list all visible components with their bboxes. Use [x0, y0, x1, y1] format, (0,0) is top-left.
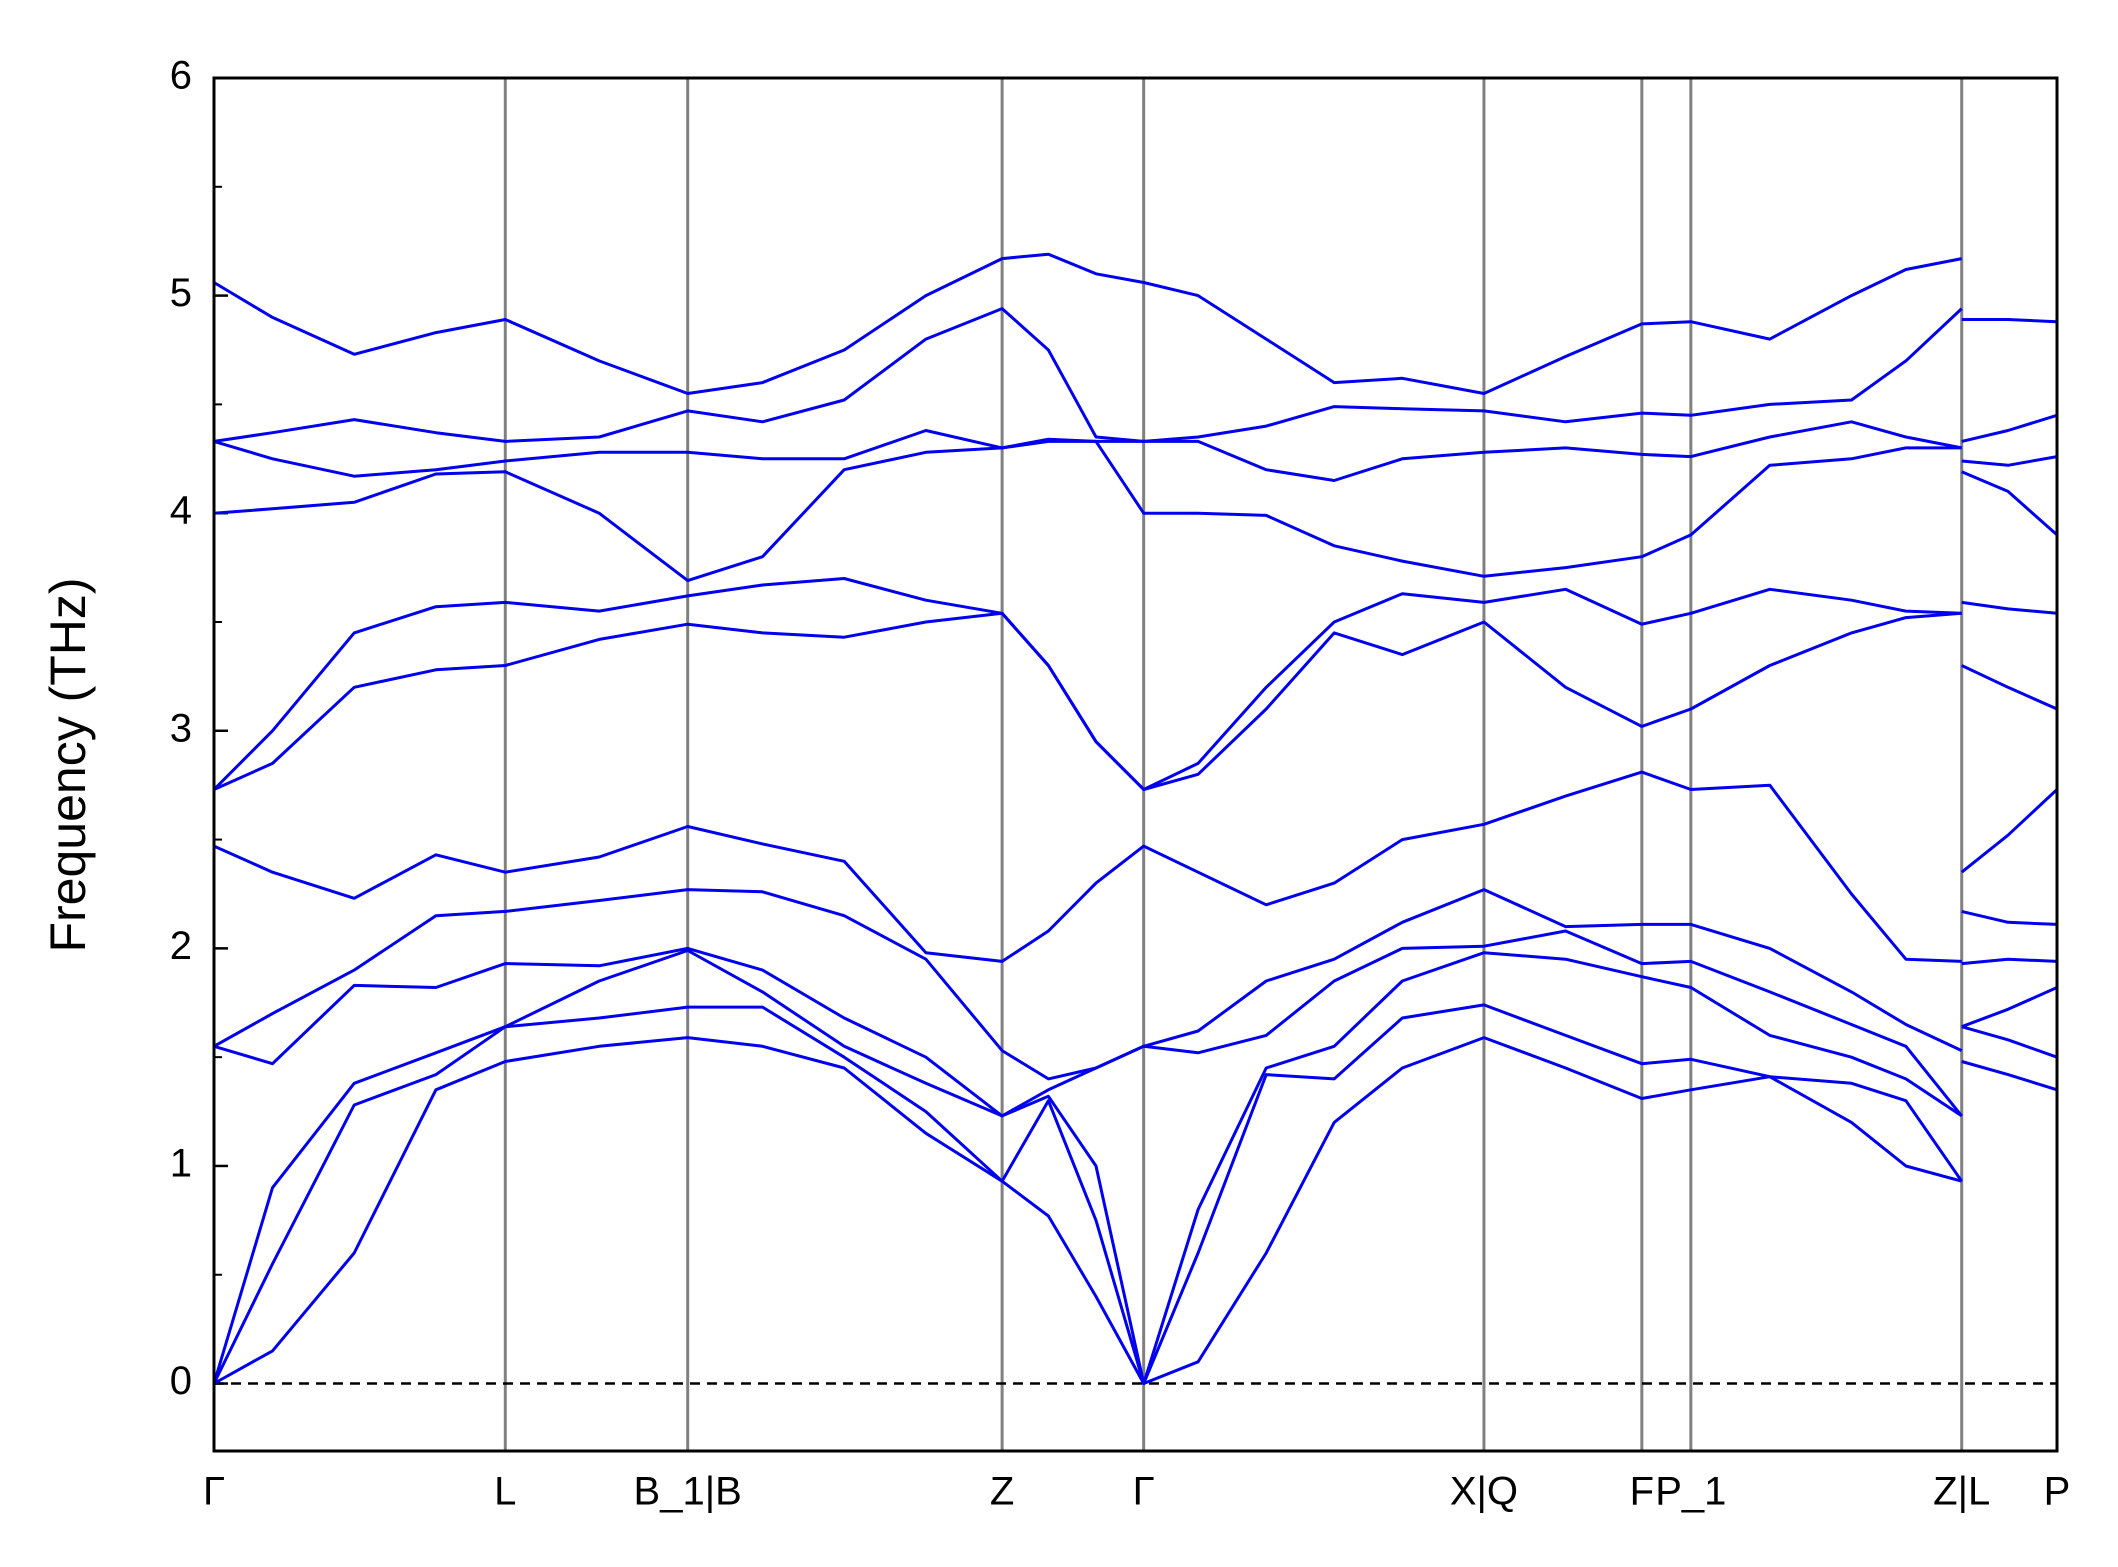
- x-tick-label: L: [494, 1470, 516, 1514]
- x-tick-label: F: [1630, 1470, 1654, 1514]
- band: [213, 307, 2058, 443]
- band: [212, 1003, 2058, 1385]
- y-tick-label: 6: [170, 54, 192, 98]
- x-tick-label: X|Q: [1450, 1470, 1518, 1514]
- band: [213, 252, 2058, 395]
- x-tick-label: Γ: [1133, 1470, 1155, 1514]
- band: [212, 949, 2058, 1385]
- y-axis-label: Frequency (THz): [40, 577, 96, 952]
- y-tick-label: 3: [170, 706, 192, 750]
- band: [213, 420, 2058, 482]
- band: [213, 1036, 2058, 1385]
- y-tick-label: 2: [170, 924, 192, 968]
- band: [213, 611, 2058, 791]
- band: [213, 439, 2058, 583]
- y-tick-label: 4: [170, 489, 192, 533]
- band: [213, 888, 2058, 1081]
- x-tick-label: P_1: [1655, 1470, 1726, 1514]
- x-tick-label: Z: [990, 1470, 1014, 1514]
- x-tick-label: B_1|B: [634, 1470, 742, 1514]
- plot-frame: [212, 76, 2059, 1453]
- band: [213, 929, 2058, 1118]
- y-tick-label: 1: [170, 1142, 192, 1186]
- x-tick-label: Γ: [203, 1470, 225, 1514]
- x-tick-label: P: [2044, 1470, 2071, 1514]
- y-tick-label: 5: [170, 271, 192, 315]
- x-tick-label: Z|L: [1933, 1470, 1990, 1514]
- y-tick-label: 0: [170, 1359, 192, 1403]
- band: [213, 770, 2059, 963]
- band: [212, 577, 2058, 791]
